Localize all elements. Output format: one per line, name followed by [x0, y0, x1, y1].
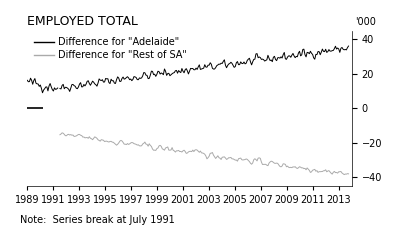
Text: Note:  Series break at July 1991: Note: Series break at July 1991 — [20, 215, 175, 225]
Legend: Difference for "Adelaide", Difference for "Rest of SA": Difference for "Adelaide", Difference fo… — [30, 33, 191, 64]
Text: EMPLOYED TOTAL: EMPLOYED TOTAL — [27, 15, 138, 28]
Text: '000: '000 — [355, 17, 376, 27]
